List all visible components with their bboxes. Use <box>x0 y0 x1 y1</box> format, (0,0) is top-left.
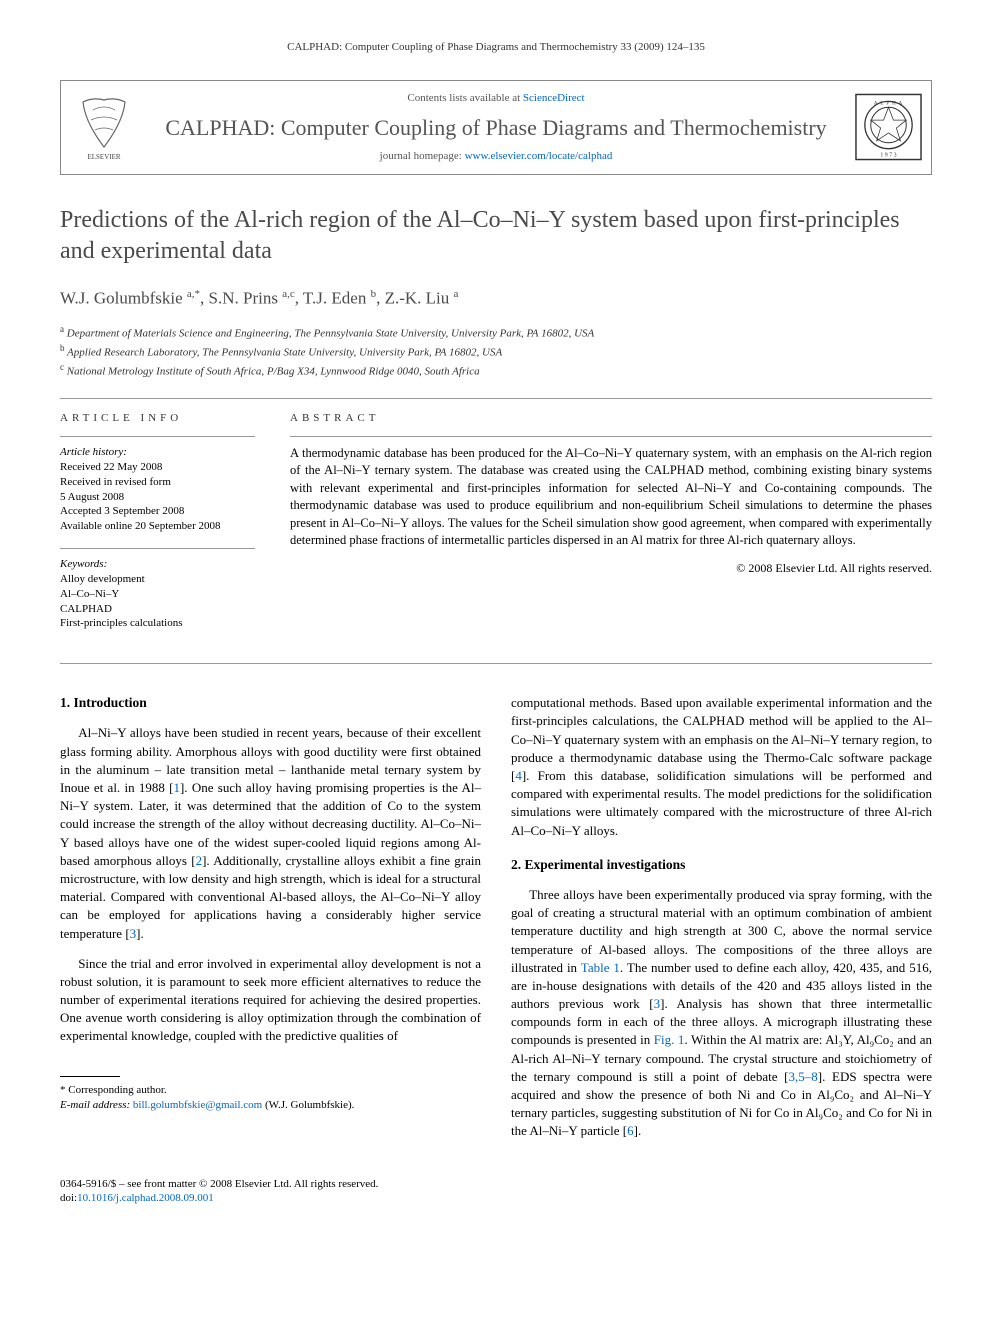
history-label: Article history: <box>60 445 255 460</box>
citation-link[interactable]: 6 <box>627 1123 634 1138</box>
abstract-heading: ABSTRACT <box>290 411 932 426</box>
email-label: E-mail address: <box>60 1099 133 1111</box>
keywords-block: Keywords: Alloy developmentAl–Co–Ni–YCAL… <box>60 557 255 631</box>
email-suffix: (W.J. Golumbfskie). <box>262 1099 354 1111</box>
running-header: CALPHAD: Computer Coupling of Phase Diag… <box>60 40 932 55</box>
sciencedirect-link[interactable]: ScienceDirect <box>523 92 585 104</box>
homepage-link[interactable]: www.elsevier.com/locate/calphad <box>465 150 613 162</box>
keywords-label: Keywords: <box>60 557 255 572</box>
info-abstract-row: ARTICLE INFO Article history: Received 2… <box>60 399 932 663</box>
citation-link[interactable]: 3 <box>654 996 661 1011</box>
journal-name: CALPHAD: Computer Coupling of Phase Diag… <box>151 114 841 142</box>
contents-line: Contents lists available at ScienceDirec… <box>151 91 841 106</box>
contents-prefix: Contents lists available at <box>407 92 522 104</box>
abstract-column: ABSTRACT A thermodynamic database has be… <box>290 411 932 645</box>
affiliation-line: c National Metrology Institute of South … <box>60 361 932 380</box>
issn-line: 0364-5916/$ – see front matter © 2008 El… <box>60 1177 378 1192</box>
citation-link[interactable]: 4 <box>515 768 522 783</box>
svg-text:A L P H A: A L P H A <box>874 102 903 107</box>
page-footer: 0364-5916/$ – see front matter © 2008 El… <box>60 1177 932 1207</box>
doi-label: doi: <box>60 1192 77 1204</box>
rule-abs <box>290 436 932 437</box>
email-link[interactable]: bill.golumbfskie@gmail.com <box>133 1099 262 1111</box>
citation-link[interactable]: 2 <box>196 853 203 868</box>
rule-info-2 <box>60 548 255 549</box>
elsevier-logo: ELSEVIER <box>61 81 146 174</box>
history-line: Received in revised form <box>60 475 255 490</box>
col2-paragraph-1: computational methods. Based upon availa… <box>511 694 932 840</box>
intro-paragraph-1: Al–Ni–Y alloys have been studied in rece… <box>60 724 481 942</box>
masthead-center: Contents lists available at ScienceDirec… <box>146 81 846 174</box>
svg-text:ELSEVIER: ELSEVIER <box>87 153 120 161</box>
exp-paragraph-1: Three alloys have been experimentally pr… <box>511 886 932 1141</box>
citation-link[interactable]: 1 <box>173 780 180 795</box>
body-column-right: computational methods. Based upon availa… <box>511 694 932 1152</box>
section-1-heading: 1. Introduction <box>60 694 481 712</box>
corresponding-author: * Corresponding author. <box>60 1083 481 1098</box>
journal-masthead: ELSEVIER Contents lists available at Sci… <box>60 80 932 175</box>
article-info-column: ARTICLE INFO Article history: Received 2… <box>60 411 255 645</box>
body-column-left: 1. Introduction Al–Ni–Y alloys have been… <box>60 694 481 1152</box>
rule-info-1 <box>60 436 255 437</box>
crossref-link[interactable]: Table 1 <box>581 960 620 975</box>
affiliation-line: b Applied Research Laboratory, The Penns… <box>60 342 932 361</box>
citation-link[interactable]: 3,5–8 <box>788 1069 817 1084</box>
homepage-line: journal homepage: www.elsevier.com/locat… <box>151 149 841 164</box>
affiliation-line: a Department of Materials Science and En… <box>60 323 932 342</box>
keyword-line: Al–Co–Ni–Y <box>60 587 255 602</box>
email-line: E-mail address: bill.golumbfskie@gmail.c… <box>60 1098 481 1113</box>
article-history: Article history: Received 22 May 2008Rec… <box>60 445 255 534</box>
svg-text:1 9 7 3: 1 9 7 3 <box>880 153 896 159</box>
affiliations: a Department of Materials Science and En… <box>60 323 932 380</box>
authors-line: W.J. Golumbfskie a,*, S.N. Prins a,c, T.… <box>60 287 932 311</box>
footnote-separator <box>60 1076 120 1077</box>
article-title: Predictions of the Al-rich region of the… <box>60 205 932 267</box>
history-line: 5 August 2008 <box>60 490 255 505</box>
homepage-prefix: journal homepage: <box>380 150 465 162</box>
article-info-heading: ARTICLE INFO <box>60 411 255 426</box>
footnotes: * Corresponding author. E-mail address: … <box>60 1083 481 1114</box>
doi-link[interactable]: 10.1016/j.calphad.2008.09.001 <box>77 1192 214 1204</box>
keyword-line: Alloy development <box>60 572 255 587</box>
rule-bottom <box>60 663 932 664</box>
history-line: Available online 20 September 2008 <box>60 519 255 534</box>
crossref-link[interactable]: Fig. 1 <box>654 1032 685 1047</box>
history-line: Received 22 May 2008 <box>60 460 255 475</box>
footer-left: 0364-5916/$ – see front matter © 2008 El… <box>60 1177 378 1207</box>
body-columns: 1. Introduction Al–Ni–Y alloys have been… <box>60 694 932 1152</box>
abstract-text: A thermodynamic database has been produc… <box>290 445 932 550</box>
keyword-line: CALPHAD <box>60 602 255 617</box>
journal-logo: 1 9 7 3 A L P H A <box>846 81 931 174</box>
doi-line: doi:10.1016/j.calphad.2008.09.001 <box>60 1191 378 1206</box>
intro-paragraph-2: Since the trial and error involved in ex… <box>60 955 481 1046</box>
citation-link[interactable]: 3 <box>130 926 137 941</box>
copyright-line: © 2008 Elsevier Ltd. All rights reserved… <box>290 560 932 576</box>
history-line: Accepted 3 September 2008 <box>60 504 255 519</box>
keyword-line: First-principles calculations <box>60 616 255 631</box>
section-2-heading: 2. Experimental investigations <box>511 856 932 874</box>
